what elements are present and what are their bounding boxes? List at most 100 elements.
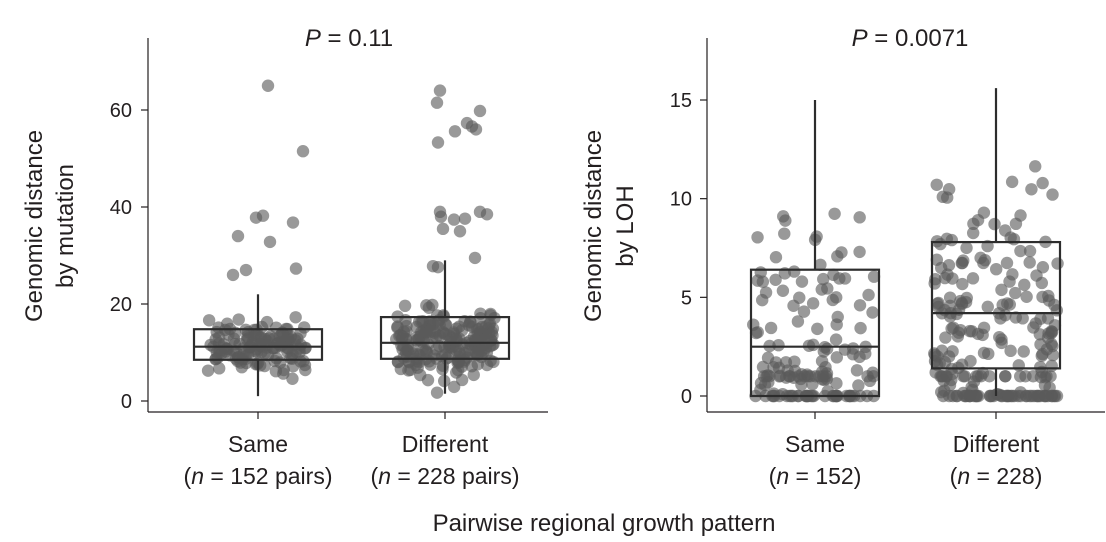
data-point (485, 333, 498, 347)
data-point-outlier (286, 216, 300, 229)
data-point (402, 364, 415, 377)
data-point (946, 389, 960, 403)
data-point (286, 372, 299, 385)
data-point (260, 315, 274, 329)
data-point (814, 258, 827, 271)
data-point (450, 366, 463, 379)
data-point (798, 370, 811, 383)
data-point (787, 265, 801, 278)
data-point (1005, 175, 1019, 189)
boxplots (192, 260, 511, 397)
data-point (938, 271, 952, 285)
data-point (1009, 286, 1022, 300)
data-point (838, 343, 852, 356)
data-point (981, 300, 994, 314)
x-category-count: (n = 152) (769, 463, 862, 489)
data-point (274, 338, 287, 351)
data-point-outlier (296, 145, 310, 158)
data-point (853, 211, 866, 224)
data-point (1000, 256, 1014, 270)
data-point (938, 355, 952, 369)
x-category-name: Same (228, 431, 288, 457)
x-category-name: Different (953, 431, 1040, 457)
data-point (853, 245, 866, 259)
data-point (829, 333, 843, 346)
data-point (415, 315, 428, 328)
data-point-outlier (447, 213, 461, 226)
data-point (817, 345, 831, 358)
data-point (1036, 176, 1049, 190)
data-point-outlier (458, 212, 472, 225)
data-point (788, 355, 801, 368)
data-point (811, 322, 824, 336)
data-point (762, 376, 775, 389)
data-point (779, 214, 792, 227)
data-point (1051, 257, 1064, 270)
data-point (436, 362, 449, 376)
data-point (289, 311, 302, 324)
data-point (854, 321, 867, 335)
data-point (952, 326, 965, 339)
data-point-outlier (480, 208, 494, 221)
boxplots (749, 88, 1062, 398)
data-point (853, 299, 867, 312)
iqr-box (930, 240, 1062, 370)
data-point (830, 318, 843, 331)
x-category-labels: Same (n = 152 pairs) Different (n = 228 pai… (184, 412, 519, 489)
data-point-outlier (431, 136, 445, 149)
y-tick-label: 10 (670, 189, 692, 211)
data-point (817, 370, 830, 383)
data-points (747, 160, 1064, 403)
data-point (793, 291, 806, 304)
data-point (982, 347, 995, 361)
data-point (232, 313, 245, 326)
data-point (447, 380, 461, 394)
data-point (935, 344, 949, 357)
data-point (299, 363, 312, 377)
y-tick-label: 0 (681, 386, 692, 408)
data-point (1036, 290, 1049, 304)
data-point (957, 386, 970, 400)
iqr-box (749, 268, 881, 398)
data-point (772, 339, 785, 352)
data-point (861, 370, 874, 383)
data-point (398, 299, 412, 313)
data-point (756, 360, 770, 374)
data-point-outlier (436, 222, 450, 236)
data-point (957, 254, 970, 267)
data-point (410, 331, 424, 344)
data-point-outlier (226, 268, 240, 282)
y-tick-label: 40 (110, 197, 132, 219)
data-point (937, 374, 950, 387)
y-tick-label: 0 (121, 391, 132, 413)
data-point (998, 224, 1012, 237)
data-point (1014, 244, 1027, 258)
data-point (974, 251, 987, 265)
data-point (990, 262, 1003, 276)
data-point (1034, 312, 1047, 325)
data-point (776, 284, 790, 297)
data-point (960, 241, 973, 255)
data-point (468, 334, 482, 347)
data-point (756, 275, 770, 288)
x-category-name: Same (785, 431, 845, 457)
data-point (838, 272, 852, 285)
data-point (988, 217, 1001, 231)
data-point (401, 339, 414, 352)
data-point (277, 363, 290, 377)
data-point (1014, 209, 1027, 222)
panel-title: P = 0.0071 (852, 25, 969, 52)
data-point (1018, 278, 1031, 292)
data-point (791, 315, 805, 328)
data-point (967, 375, 981, 388)
data-point (414, 368, 427, 382)
data-point (253, 338, 267, 351)
data-point (439, 327, 452, 341)
data-point (471, 323, 484, 336)
data-point (930, 178, 943, 191)
y-ticks: 0 20 40 60 (110, 100, 148, 413)
data-point-outlier (239, 263, 253, 277)
data-point (827, 268, 840, 282)
iqr-box (192, 328, 324, 361)
